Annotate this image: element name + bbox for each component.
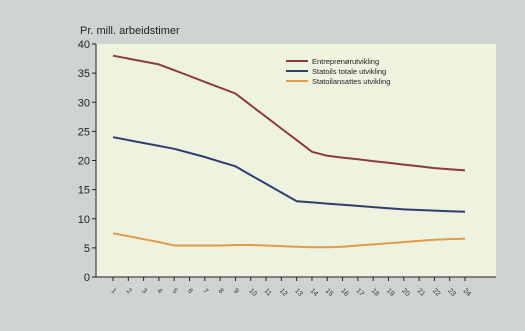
series-line [112, 54, 466, 172]
legend-label: Statoils totale utvikling [312, 67, 386, 76]
y-tick-label: 30 [78, 97, 90, 109]
x-tick-label: 21 [416, 287, 427, 298]
legend-label: Entreprenørutvikling [312, 57, 379, 66]
x-tick-label: 7 [201, 287, 209, 295]
y-tick-label: 20 [78, 156, 90, 168]
x-tick-label: 19 [385, 287, 396, 298]
x-tick-label: 11 [263, 287, 273, 297]
x-tick-label: 18 [370, 287, 381, 298]
x-tick-label: 23 [446, 287, 457, 298]
legend-label: Statoilansattes utvikling [312, 77, 390, 86]
x-tick-label: 1 [110, 287, 118, 295]
x-tick-label: 9 [232, 287, 240, 295]
y-tick-label: 25 [78, 126, 90, 138]
y-axis-label: Pr. mill. arbeidstimer [80, 25, 180, 37]
x-tick-label: 13 [293, 287, 304, 298]
x-tick-label: 15 [324, 287, 335, 298]
x-tick-label: 4 [155, 287, 163, 295]
x-tick-label: 3 [140, 287, 148, 295]
y-tick-label: 40 [78, 39, 90, 51]
x-tick-label: 24 [462, 287, 473, 298]
series-line [112, 232, 466, 249]
x-tick-label: 10 [247, 287, 258, 298]
y-tick-label: 15 [78, 185, 90, 197]
series-line [112, 136, 466, 213]
x-tick-label: 14 [309, 287, 320, 298]
x-tick-label: 8 [217, 287, 225, 295]
y-tick-label: 0 [84, 272, 90, 284]
x-tick-label: 20 [400, 287, 411, 298]
x-tick-label: 22 [431, 287, 442, 298]
y-tick-label: 5 [84, 243, 90, 255]
x-tick-label: 2 [125, 287, 133, 295]
x-tick-label: 5 [171, 287, 179, 295]
x-tick-label: 6 [186, 287, 194, 295]
y-tick-label: 10 [78, 214, 90, 226]
x-tick-label: 17 [354, 287, 365, 298]
y-tick-label: 35 [78, 68, 90, 80]
x-tick-label: 16 [339, 287, 350, 298]
x-tick-label: 12 [278, 287, 289, 298]
